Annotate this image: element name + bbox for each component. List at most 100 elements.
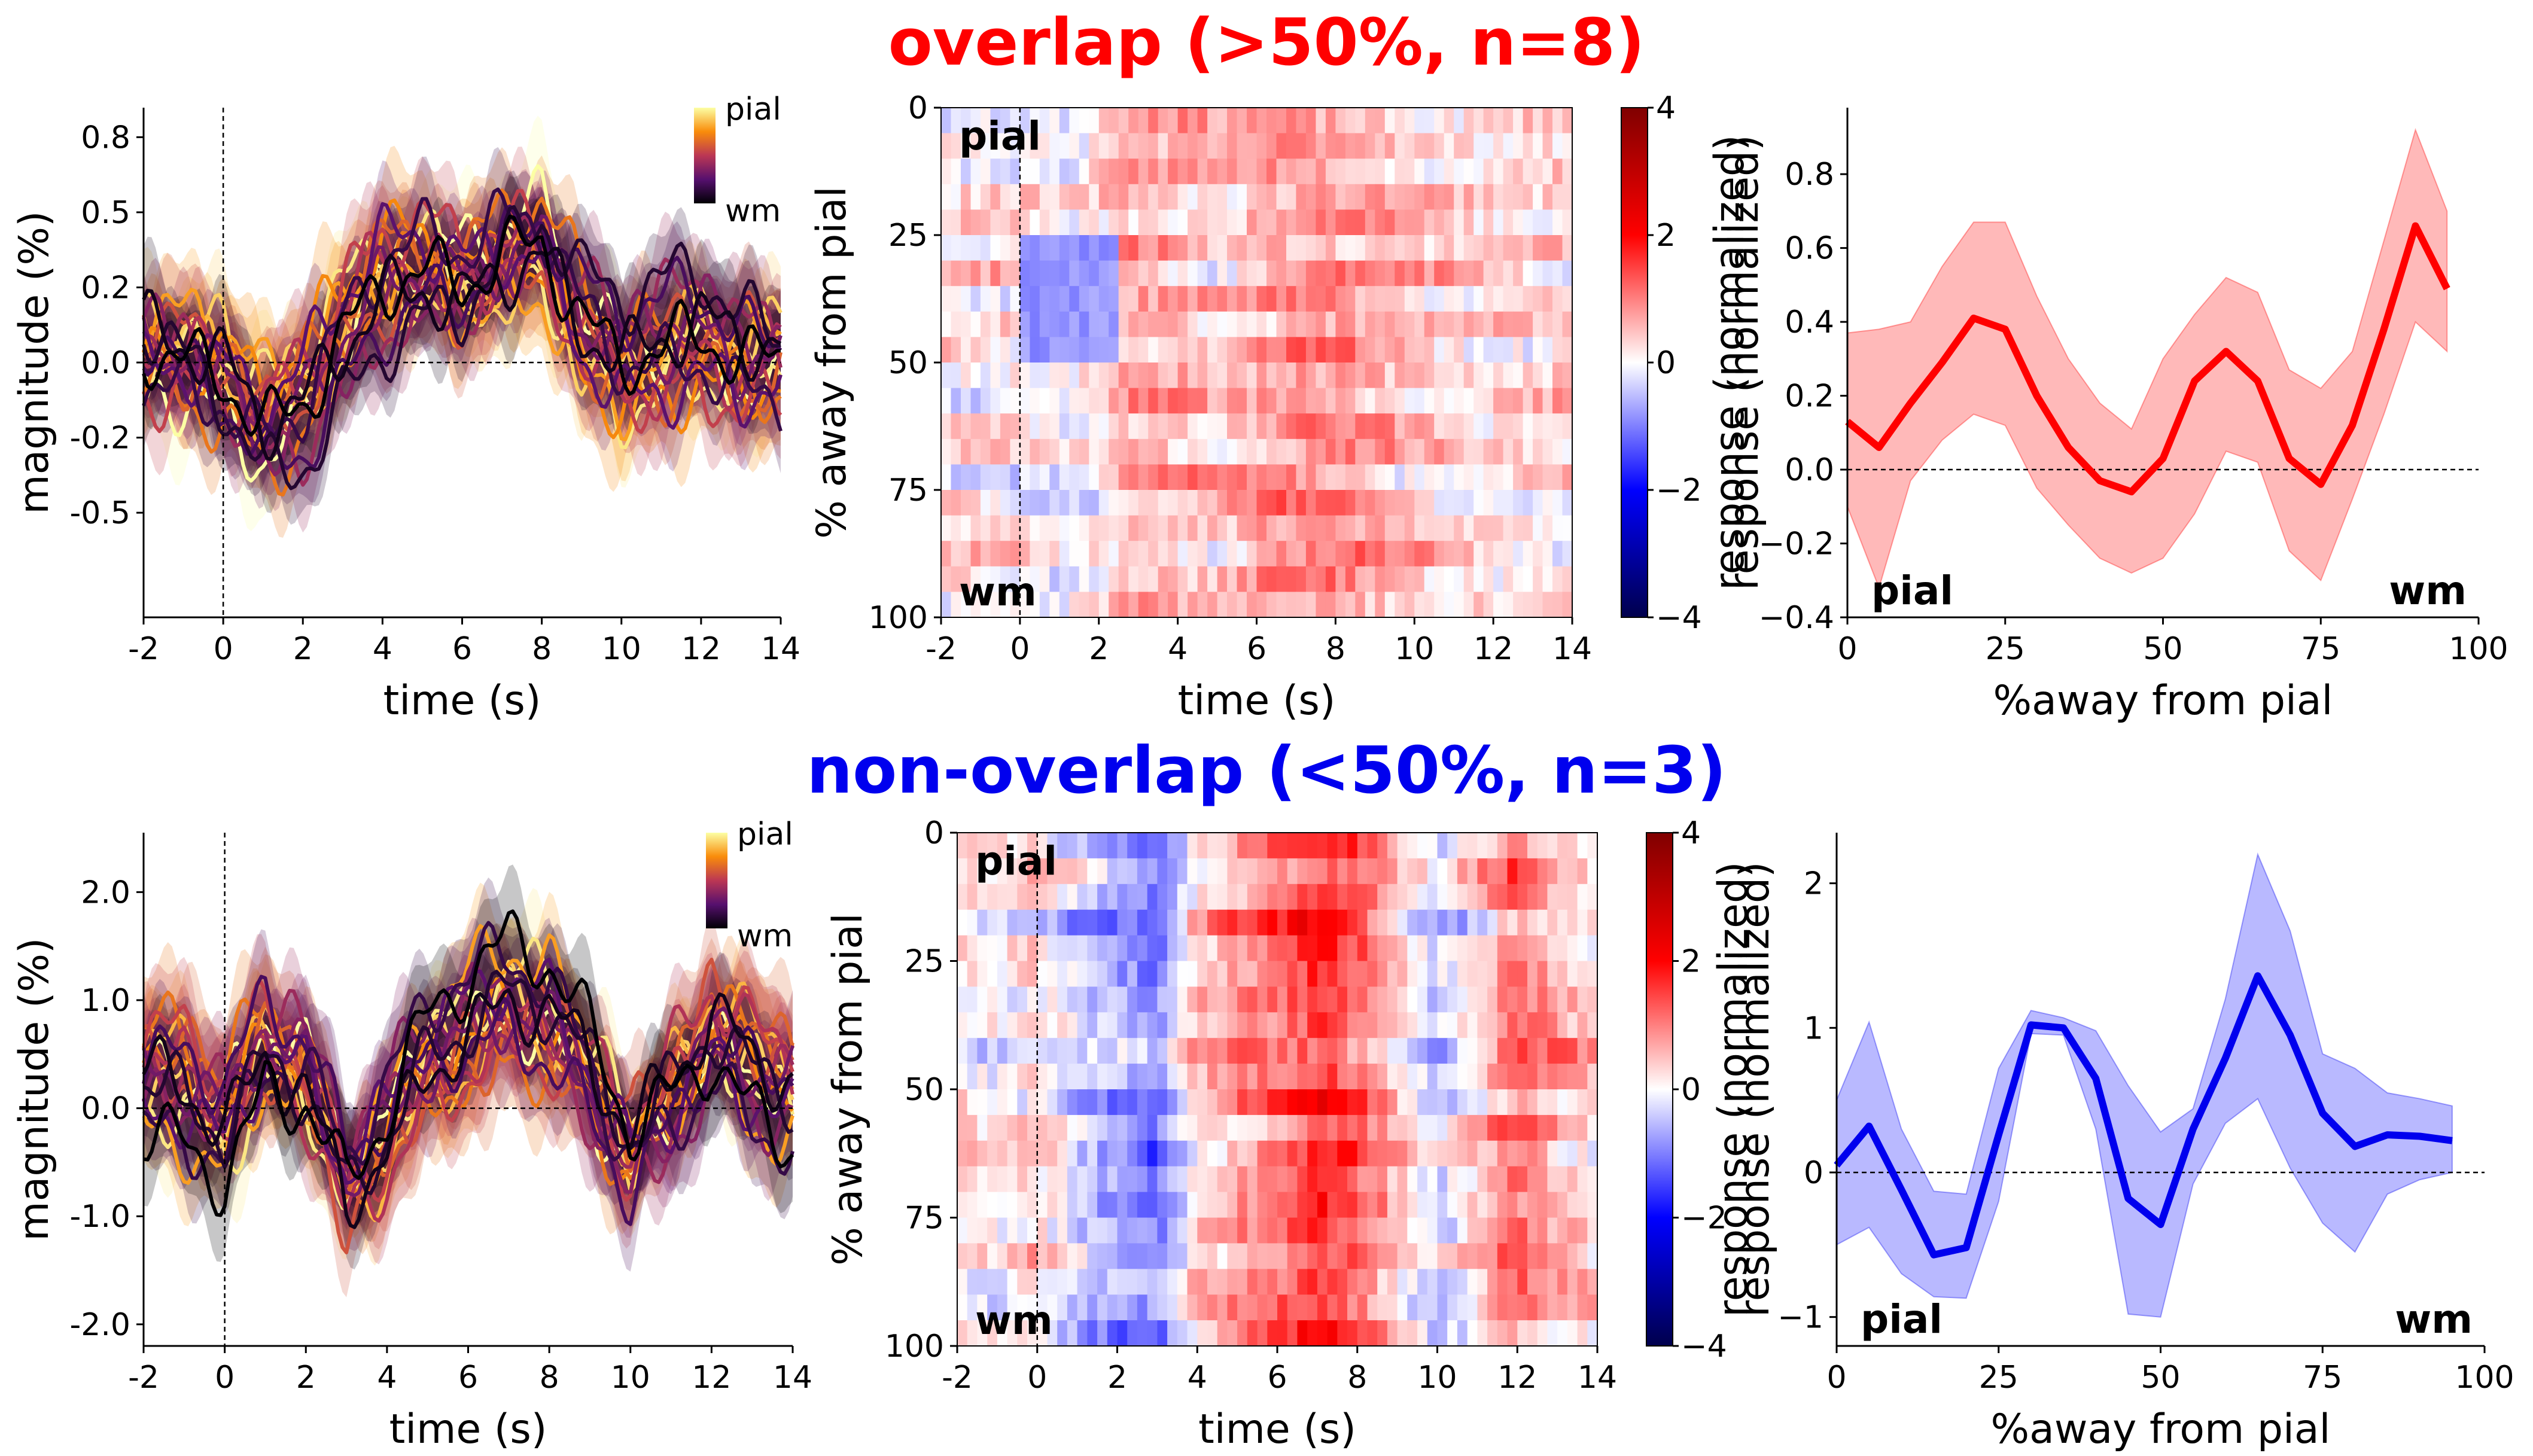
depth-time-overlap-cell — [1444, 541, 1454, 567]
depth-time-overlap-cell — [1395, 286, 1405, 312]
depth-time-overlap-cell — [1483, 541, 1494, 567]
depth-time-nonoverlap-cell — [1577, 986, 1588, 1013]
depth-time-overlap-cell — [1414, 566, 1425, 592]
depth-time-overlap-cell — [1256, 159, 1267, 185]
depth-profile-nonoverlap-ytick-label: 1 — [1804, 1010, 1823, 1046]
depth-time-overlap-cell — [1138, 184, 1149, 210]
depth-time-nonoverlap-label-pial: pial — [975, 838, 1057, 884]
depth-time-nonoverlap-cell — [1037, 833, 1048, 859]
depth-time-nonoverlap-cell — [1337, 1140, 1348, 1167]
depth-time-overlap-cell — [1128, 464, 1139, 491]
depth-time-overlap-cell — [1207, 286, 1218, 312]
depth-time-nonoverlap-cell — [1337, 1294, 1348, 1321]
depth-time-nonoverlap-cell — [1427, 1038, 1438, 1064]
depth-time-nonoverlap-cell — [1577, 1038, 1588, 1064]
depth-time-nonoverlap-cell — [1267, 935, 1278, 962]
depth-time-overlap-cell — [1384, 235, 1395, 261]
depth-time-overlap-cell — [1000, 413, 1010, 440]
depth-time-nonoverlap-cell — [1427, 858, 1438, 885]
depth-time-nonoverlap-cell — [1177, 1294, 1188, 1321]
depth-time-nonoverlap-cell — [1277, 833, 1288, 859]
depth-time-nonoverlap-cell — [967, 909, 978, 936]
depth-time-overlap-cell — [1197, 464, 1208, 491]
depth-time-overlap-cell — [1325, 363, 1336, 389]
depth-time-overlap-cell — [1355, 438, 1366, 465]
depth-time-nonoverlap-cell — [1047, 1012, 1058, 1038]
depth-time-nonoverlap-cell — [1117, 1269, 1128, 1295]
depth-time-nonoverlap-cell — [1477, 1269, 1488, 1295]
depth-time-overlap-cell — [990, 286, 1001, 312]
depth-time-nonoverlap-cell — [1037, 1294, 1048, 1321]
depth-time-nonoverlap-xtick-label: 2 — [1107, 1360, 1127, 1396]
depth-time-overlap-cell — [1523, 464, 1533, 491]
depth-time-nonoverlap-cell — [1447, 1320, 1458, 1347]
depth-time-nonoverlap-cell — [1237, 961, 1248, 987]
depth-time-nonoverlap-cell — [1017, 909, 1028, 936]
depth-time-nonoverlap-cell — [1367, 1038, 1378, 1064]
depth-time-overlap-cell — [1010, 592, 1021, 618]
depth-time-nonoverlap-cell — [957, 1192, 968, 1219]
depth-time-nonoverlap-cell — [1457, 1320, 1468, 1347]
depth-time-nonoverlap-cell — [997, 1064, 1008, 1090]
depth-time-overlap-cell — [1345, 363, 1356, 389]
depth-time-nonoverlap-cell — [1497, 935, 1508, 962]
depth-time-nonoverlap-cell — [1437, 1192, 1448, 1219]
depth-time-overlap-cell — [1463, 388, 1474, 414]
depth-time-overlap-cell — [1000, 337, 1010, 363]
depth-time-nonoverlap-cell — [1047, 1294, 1058, 1321]
depth-time-nonoverlap-cell — [1157, 1217, 1168, 1244]
depth-time-nonoverlap-cell — [1077, 884, 1088, 910]
depth-time-overlap-cell — [1305, 438, 1316, 465]
depth-time-overlap-cell — [1473, 413, 1484, 440]
depth-time-nonoverlap-cell — [997, 1320, 1008, 1347]
depth-time-overlap-cell — [1316, 311, 1326, 337]
depth-time-overlap-cell — [1128, 133, 1139, 159]
depth-time-overlap-cell — [1542, 184, 1553, 210]
depth-time-nonoverlap-cell — [1397, 1192, 1408, 1219]
depth-time-overlap-cell — [1079, 337, 1089, 363]
depth-time-nonoverlap-cell — [977, 1038, 988, 1064]
depth-time-overlap-cell — [1010, 209, 1021, 236]
depth-time-nonoverlap-cell — [1467, 1012, 1478, 1038]
depth-time-overlap-cell — [1513, 388, 1524, 414]
depth-time-overlap-colorbar-label: −4 — [1656, 600, 1702, 636]
depth-time-overlap-cell — [1296, 235, 1307, 261]
depth-time-nonoverlap-cell — [1457, 961, 1468, 987]
depth-time-overlap-cell — [1375, 490, 1386, 516]
depth-time-overlap-cell — [1503, 337, 1514, 363]
depth-time-overlap-cell — [1335, 311, 1346, 337]
depth-time-overlap-cell — [1533, 209, 1543, 236]
depth-time-overlap-cell — [1365, 566, 1375, 592]
depth-time-nonoverlap-cell — [1317, 1114, 1328, 1141]
depth-time-overlap-cell — [1010, 159, 1021, 185]
depth-time-nonoverlap-cell — [957, 1038, 968, 1064]
depth-time-nonoverlap-cell — [1487, 1064, 1498, 1090]
depth-time-nonoverlap-cell — [1397, 935, 1408, 962]
depth-time-overlap-cell — [1335, 541, 1346, 567]
depth-time-overlap-cell — [1473, 464, 1484, 491]
depth-profile-overlap-ytick-label: 0.8 — [1785, 157, 1834, 193]
depth-time-nonoverlap-cell — [1227, 1192, 1238, 1219]
depth-time-nonoverlap-cell — [1517, 986, 1528, 1013]
depth-time-nonoverlap-cell — [967, 1140, 978, 1167]
depth-time-nonoverlap-cell — [1067, 935, 1078, 962]
depth-time-overlap-cell — [1098, 566, 1109, 592]
depth-time-overlap-cell — [951, 286, 961, 312]
depth-time-overlap-cell — [1523, 159, 1533, 185]
depth-time-nonoverlap-cell — [1097, 1166, 1108, 1193]
depth-time-nonoverlap-cell — [1467, 1294, 1478, 1321]
depth-time-overlap-cell — [1424, 438, 1435, 465]
depth-time-overlap-cell — [1533, 337, 1543, 363]
depth-time-nonoverlap-cell — [1417, 1217, 1428, 1244]
depth-time-nonoverlap-cell — [1317, 961, 1328, 987]
depth-time-overlap-cell — [1030, 464, 1040, 491]
depth-time-nonoverlap-cell — [1177, 884, 1188, 910]
depth-time-overlap-cell — [1375, 108, 1386, 134]
depth-time-nonoverlap-cell — [1197, 1114, 1208, 1141]
depth-time-overlap-cell — [1098, 515, 1109, 541]
depth-time-nonoverlap-xlabel: time (s) — [1198, 1406, 1356, 1453]
depth-time-overlap-cell — [941, 235, 952, 261]
depth-time-nonoverlap-cell — [1487, 1294, 1498, 1321]
depth-time-overlap-cell — [1335, 438, 1346, 465]
depth-time-overlap-cell — [1197, 541, 1208, 567]
